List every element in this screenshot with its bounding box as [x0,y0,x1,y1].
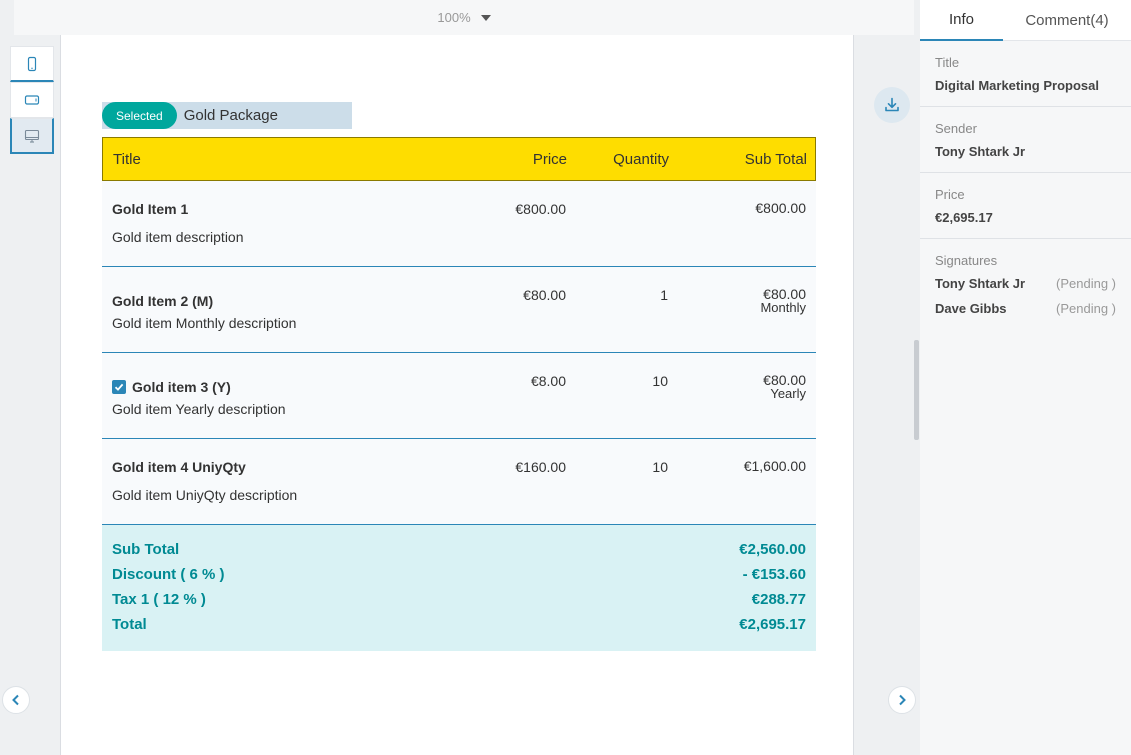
scrollbar[interactable] [914,340,919,440]
sender-field: Sender Tony Shtark Jr [920,107,1131,173]
signature-row: Dave Gibbs (Pending ) [935,301,1116,316]
item-quantity: 10 [652,459,668,475]
item-name: Gold Item 2 (M) [112,293,214,309]
zoom-level[interactable]: 100% [437,10,471,25]
panel-tabs: Info Comment(4) [920,0,1131,41]
signature-row: Tony Shtark Jr (Pending ) [935,276,1116,291]
tab-info[interactable]: Info [920,0,1003,41]
chevron-down-icon[interactable] [480,14,491,21]
item-description: Gold item Yearly description [112,401,286,417]
desktop-view-button[interactable] [10,118,54,154]
selected-badge: Selected [102,102,177,129]
item-price: €80.00 [523,287,566,303]
download-button[interactable] [874,87,910,123]
next-button[interactable] [888,686,916,714]
chevron-left-icon [12,694,19,706]
table-row: Gold item 3 (Y) €8.00 10 €80.00 Yearly Go… [102,353,816,439]
item-description: Gold item UniyQty description [112,487,298,503]
previous-button[interactable] [2,686,30,714]
header-subtotal: Sub Total [744,150,807,168]
header-price: Price [532,150,567,168]
chevron-right-icon [899,694,906,706]
table-row: Gold item 4 UniyQty €160.00 10 €1,600.00… [102,439,816,525]
tablet-view-button[interactable] [10,82,54,118]
totals-section: Sub Total €2,560.00 Discount ( 6 % ) - €15… [102,525,816,651]
item-price: €8.00 [530,373,566,389]
item-name: Gold item 3 (Y) [132,379,231,395]
item-frequency: Yearly [770,386,806,401]
total-line: Total €2,695.17 [112,616,806,633]
item-quantity: 1 [660,287,668,303]
proposal-price: €2,695.17 [935,210,993,225]
item-checkbox[interactable] [112,380,126,394]
item-price: €160.00 [515,459,566,475]
item-quantity [566,201,668,217]
desktop-icon [24,129,40,143]
download-icon [885,97,899,112]
header-quantity: Quantity [613,150,669,168]
item-description: Gold item description [112,229,244,245]
zoom-bar: 100% [14,0,914,35]
table-row: Gold Item 1 €800.00 €800.00 Gold item de… [102,181,816,267]
sender-name: Tony Shtark Jr [935,144,1026,159]
mobile-icon [27,56,37,71]
package-name: Gold Package [183,107,278,124]
item-name: Gold Item 1 [112,201,189,217]
device-selector [10,46,54,154]
package-selector[interactable]: Selected Gold Package [102,102,352,129]
item-quantity: 10 [652,373,668,389]
signatures-field: Signatures Tony Shtark Jr (Pending ) Dav… [935,253,1116,316]
pricing-table: Title Price Quantity Sub Total Gold Item… [102,137,816,651]
proposal-page: Selected Gold Package Title Price Quanti… [60,35,854,755]
title-field: Title Digital Marketing Proposal [920,41,1131,107]
item-description: Gold item Monthly description [112,315,297,331]
table-row: Gold Item 2 (M) €80.00 1 €80.00 Monthly G… [102,267,816,353]
table-header: Title Price Quantity Sub Total [102,137,816,181]
item-frequency: Monthly [760,300,806,315]
info-panel: Info Comment(4) Title Digital Marketing … [920,0,1131,755]
tab-comments[interactable]: Comment(4) [1003,0,1131,41]
mobile-view-button[interactable] [10,46,54,82]
item-price: €800.00 [515,201,566,217]
item-subtotal: €1,600.00 [743,458,806,474]
item-name: Gold item 4 UniyQty [112,459,246,475]
check-icon [114,383,124,391]
discount-line: Discount ( 6 % ) - €153.60 [112,566,806,583]
item-subtotal: €80.00 Yearly [668,373,806,401]
subtotal-line: Sub Total €2,560.00 [112,541,806,558]
tax-line: Tax 1 ( 12 % ) €288.77 [112,591,806,608]
tablet-icon [24,95,40,105]
item-subtotal: €80.00 Monthly [668,287,806,315]
item-subtotal: €800.00 [755,200,806,216]
price-field: Price €2,695.17 [920,173,1131,239]
header-title: Title [113,150,141,168]
proposal-title: Digital Marketing Proposal [935,78,1099,93]
